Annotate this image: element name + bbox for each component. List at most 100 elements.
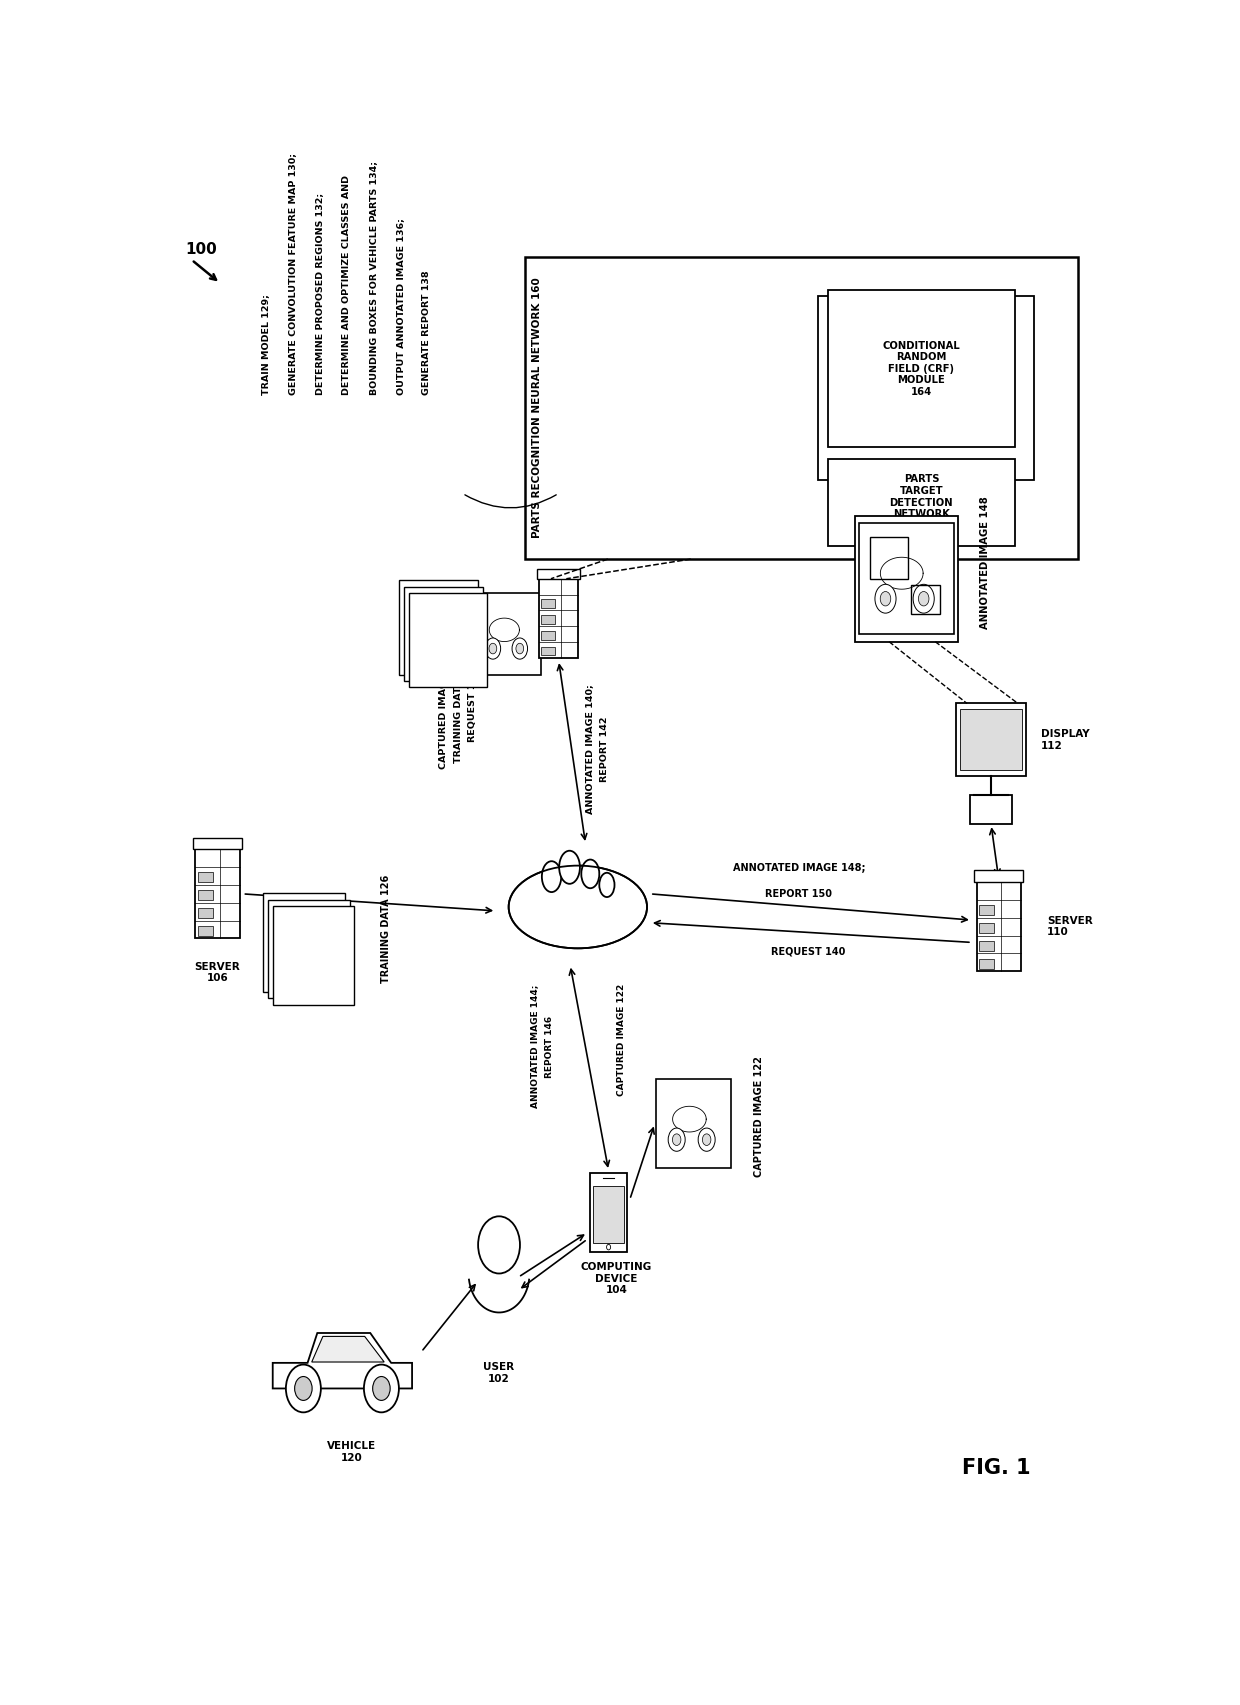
Text: USER
102: USER 102 (484, 1362, 515, 1384)
Bar (975, 871, 1023, 881)
Text: CAPTURED IMAGE 122: CAPTURED IMAGE 122 (754, 1057, 764, 1178)
Bar (263, 893, 345, 992)
Text: TRAIN MODEL 129;: TRAIN MODEL 129; (260, 293, 270, 396)
Text: GENERATE CONVOLUTION FEATURE MAP 130;: GENERATE CONVOLUTION FEATURE MAP 130; (288, 153, 296, 396)
Circle shape (668, 1129, 686, 1151)
Text: BOUNDING BOXES FOR VEHICLE PARTS 134;: BOUNDING BOXES FOR VEHICLE PARTS 134; (368, 160, 378, 396)
Bar (408, 593, 487, 687)
Bar (542, 616, 554, 624)
Circle shape (446, 638, 455, 648)
Text: TRAINING DATA 126: TRAINING DATA 126 (381, 875, 391, 984)
Text: ANNOTATED IMAGE 148;: ANNOTATED IMAGE 148; (733, 863, 866, 873)
Text: COMPUTING
DEVICE
104: COMPUTING DEVICE 104 (580, 1262, 652, 1296)
Bar (273, 905, 355, 1004)
Text: REPORT 142: REPORT 142 (600, 716, 609, 783)
Circle shape (373, 1376, 391, 1400)
Bar (542, 646, 554, 655)
Bar (978, 941, 994, 951)
Ellipse shape (599, 873, 615, 897)
Text: VEHICLE
120: VEHICLE 120 (327, 1441, 377, 1463)
Circle shape (512, 638, 527, 660)
Bar (525, 257, 1078, 559)
Circle shape (516, 643, 523, 653)
Bar (197, 890, 213, 900)
Bar (196, 849, 239, 938)
Bar (474, 593, 542, 675)
Text: DETERMINE AND OPTIMIZE CLASSES AND: DETERMINE AND OPTIMIZE CLASSES AND (342, 176, 351, 396)
Text: PARTS RECOGNITION NEURAL NETWORK 160: PARTS RECOGNITION NEURAL NETWORK 160 (532, 278, 542, 539)
Bar (828, 290, 1016, 447)
Circle shape (485, 638, 501, 660)
Circle shape (919, 592, 929, 605)
Circle shape (489, 643, 497, 653)
Circle shape (606, 1245, 610, 1250)
Circle shape (295, 1376, 312, 1400)
Circle shape (309, 946, 325, 968)
Bar (593, 1187, 624, 1243)
Circle shape (415, 631, 432, 653)
Bar (404, 587, 482, 680)
Bar (818, 297, 1034, 481)
Circle shape (479, 1216, 520, 1274)
Bar (590, 1173, 627, 1251)
Bar (854, 515, 959, 641)
Text: CONDITIONAL
RANDOM
FIELD (CRF)
MODULE
164: CONDITIONAL RANDOM FIELD (CRF) MODULE 16… (883, 341, 960, 397)
Text: DISPLAY
112: DISPLAY 112 (1042, 730, 1090, 750)
Bar (197, 873, 213, 883)
Ellipse shape (559, 851, 580, 883)
Bar (978, 905, 994, 916)
Text: REPORT 146: REPORT 146 (544, 1016, 553, 1078)
Bar (859, 523, 955, 634)
Bar (978, 922, 994, 933)
Circle shape (672, 1134, 681, 1146)
Text: OUTPUT ANNOTATED IMAGE 136;: OUTPUT ANNOTATED IMAGE 136; (396, 218, 404, 396)
Bar (542, 631, 554, 639)
Text: SERVER
110: SERVER 110 (1047, 916, 1092, 938)
Text: REQUEST 142: REQUEST 142 (467, 670, 476, 742)
Bar (542, 598, 554, 609)
Bar (970, 795, 1012, 824)
Bar (399, 580, 477, 675)
Bar (268, 900, 350, 997)
Circle shape (286, 1364, 321, 1412)
Bar (960, 709, 1022, 771)
Text: CAPTURED IMAGE 122: CAPTURED IMAGE 122 (616, 984, 626, 1096)
Text: REQUEST 140: REQUEST 140 (771, 946, 846, 957)
Text: ANNOTATED IMAGE 144;: ANNOTATED IMAGE 144; (529, 985, 539, 1108)
Text: SERVER: SERVER (460, 600, 506, 610)
Bar (956, 704, 1025, 776)
Text: 100: 100 (186, 242, 217, 257)
Bar (978, 958, 994, 968)
Circle shape (280, 946, 296, 968)
Bar (656, 1079, 730, 1168)
Bar (828, 459, 1016, 546)
Text: PARTS
TARGET
DETECTION
NETWORK
162: PARTS TARGET DETECTION NETWORK 162 (889, 474, 954, 530)
Circle shape (312, 953, 321, 963)
Bar (911, 585, 940, 614)
Text: CONDITIONAL
RANDOM
FIELD (CRF)
MODULE
164: CONDITIONAL RANDOM FIELD (CRF) MODULE 16… (885, 360, 967, 416)
Bar (977, 881, 1021, 972)
Bar (539, 578, 578, 658)
Bar (197, 926, 213, 936)
Bar (404, 587, 474, 668)
Polygon shape (311, 1337, 384, 1362)
Circle shape (363, 1364, 399, 1412)
Polygon shape (273, 1333, 412, 1388)
Text: DETERMINE PROPOSED REGIONS 132;: DETERMINE PROPOSED REGIONS 132; (315, 193, 324, 396)
Ellipse shape (542, 861, 562, 892)
Bar (870, 537, 909, 578)
Bar (537, 568, 580, 578)
Text: ANNOTATED IMAGE 148: ANNOTATED IMAGE 148 (981, 496, 991, 629)
Text: SERVER
106: SERVER 106 (195, 962, 241, 984)
Circle shape (443, 631, 459, 653)
Text: ANNOTATED IMAGE 140;: ANNOTATED IMAGE 140; (585, 685, 594, 815)
Bar (193, 837, 242, 849)
Text: 108: 108 (484, 626, 506, 636)
Circle shape (702, 1134, 711, 1146)
Text: FIG. 1: FIG. 1 (961, 1458, 1030, 1478)
Ellipse shape (508, 866, 647, 948)
Circle shape (880, 592, 890, 605)
Circle shape (913, 585, 934, 614)
Text: GENERATE REPORT 138: GENERATE REPORT 138 (423, 271, 432, 396)
Text: REPORT 150: REPORT 150 (765, 888, 832, 899)
